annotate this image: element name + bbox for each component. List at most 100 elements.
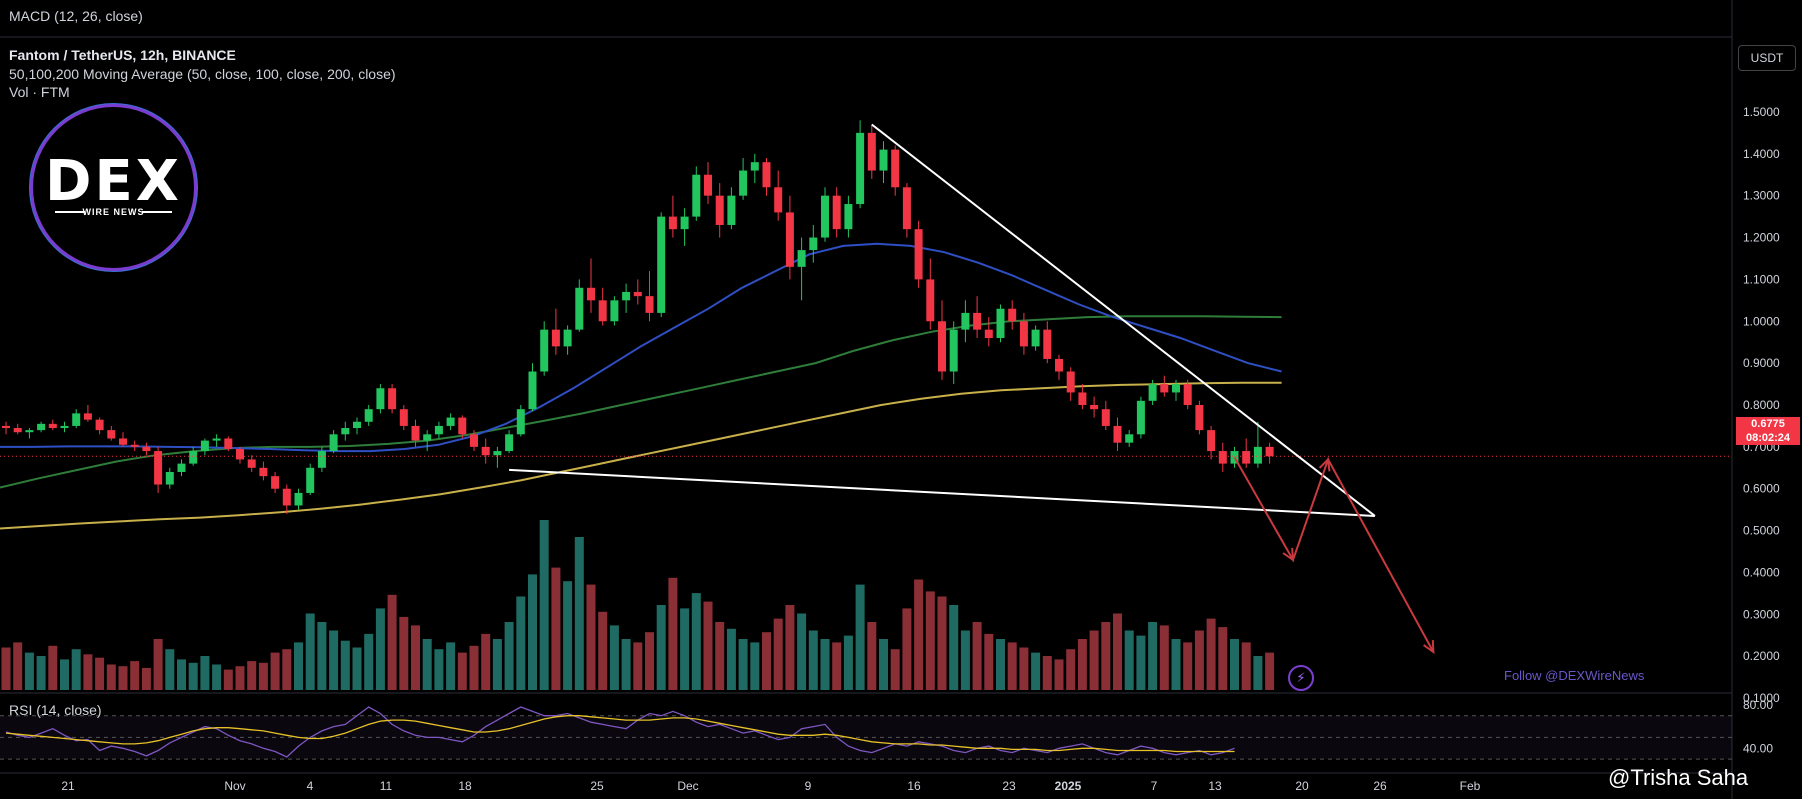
candle-body — [739, 170, 748, 196]
time-tick-label: 4 — [307, 779, 314, 793]
volume-bar — [551, 567, 561, 690]
candle-body — [493, 451, 502, 456]
volume-bar — [516, 596, 526, 690]
volume-bar — [879, 639, 888, 690]
candle-body — [341, 428, 350, 435]
volume-bar — [996, 639, 1005, 690]
volume-bar — [1, 647, 11, 690]
candle-body — [1183, 384, 1192, 405]
volume-bar — [960, 630, 970, 690]
candle-body — [95, 419, 104, 431]
candle-body — [1090, 405, 1099, 410]
volume-bar — [645, 632, 654, 690]
candle-body — [926, 279, 935, 322]
upper-trendline — [871, 123, 1376, 517]
candle-body — [914, 229, 923, 280]
candle-body — [563, 329, 572, 347]
price-tick-label: 1.1000 — [1743, 272, 1780, 286]
candle-body — [750, 162, 759, 171]
candle-body — [961, 312, 970, 330]
candle-body — [1101, 409, 1110, 426]
candle-body — [996, 308, 1005, 339]
candle-body — [797, 250, 806, 267]
volume-bar — [902, 608, 912, 690]
candle-body — [130, 444, 139, 447]
volume-bar — [563, 581, 573, 690]
volume-bar — [925, 591, 935, 690]
volume-bar — [340, 640, 350, 690]
currency-button[interactable]: USDT — [1738, 45, 1796, 71]
volume-bar — [633, 642, 643, 690]
candle-body — [879, 149, 888, 171]
volume-bar — [305, 613, 315, 690]
price-tick-label: 0.5000 — [1743, 524, 1780, 538]
ma50-line — [0, 242, 1282, 453]
volume-bar — [914, 579, 924, 690]
candle-body — [1008, 308, 1017, 322]
time-tick-label: 20 — [1295, 779, 1309, 793]
price-tick-label: 1.5000 — [1743, 105, 1780, 119]
candle-body — [72, 413, 81, 426]
candle-body — [762, 162, 771, 188]
ma-study-label[interactable]: 50,100,200 Moving Average (50, close, 10… — [9, 66, 396, 82]
time-tick-label: 26 — [1373, 779, 1387, 793]
candle-body — [282, 488, 291, 506]
candle-body — [610, 300, 619, 322]
candle-body — [399, 409, 408, 426]
volume-bar — [200, 656, 210, 690]
candle-body — [388, 388, 397, 410]
candle-body — [1195, 405, 1204, 431]
candle-body — [1019, 321, 1028, 347]
volume-bar — [609, 625, 619, 690]
volume-bar — [364, 633, 374, 690]
lightning-icon[interactable]: ⚡ — [1288, 665, 1314, 691]
volume-bar — [820, 639, 830, 690]
volume-bar — [1230, 639, 1239, 690]
logo-subtext: WIRE NEWS — [82, 207, 145, 217]
volume-bar — [785, 605, 795, 690]
candle-body — [1242, 451, 1251, 464]
candle-body — [844, 204, 853, 230]
volume-bar — [141, 667, 151, 690]
rsi-tick-label: 40.00 — [1743, 741, 1773, 755]
current-price-label: 0.6775 — [1736, 417, 1800, 431]
volume-bar — [1077, 639, 1087, 690]
candle-body — [540, 329, 549, 372]
volume-bar — [668, 577, 678, 690]
candle-body — [774, 187, 783, 213]
volume-bar — [1113, 613, 1122, 690]
symbol-title[interactable]: Fantom / TetherUS, 12h, BINANCE — [9, 47, 236, 63]
logo-bar-right — [142, 211, 172, 213]
candle-body — [668, 216, 677, 230]
volume-bar — [270, 652, 280, 690]
candle-body — [1066, 371, 1075, 393]
volume-bar — [949, 605, 959, 690]
candle-body — [154, 451, 163, 485]
candle-body — [938, 321, 946, 372]
candle-body — [177, 463, 186, 472]
volume-bar — [1136, 635, 1146, 690]
volume-bar — [750, 642, 760, 690]
time-tick-label: 9 — [805, 779, 812, 793]
volume-bar — [165, 649, 175, 690]
candle-body — [587, 287, 595, 301]
candle-body — [458, 417, 467, 435]
volume-bar — [539, 520, 549, 690]
volume-bar — [726, 628, 736, 690]
candle-body — [1207, 430, 1216, 452]
candle-body — [809, 237, 818, 251]
volume-bar — [60, 659, 69, 690]
volume-study-label[interactable]: Vol · FTM — [9, 84, 70, 100]
candle-body — [832, 195, 841, 230]
volume-bar — [1171, 639, 1181, 690]
candle-body — [622, 291, 631, 301]
volume-bar — [1206, 618, 1216, 690]
volume-bar — [691, 593, 701, 690]
volume-bar — [1054, 659, 1064, 690]
volume-bar — [574, 537, 584, 690]
candle-body — [727, 195, 736, 225]
candle-body — [516, 409, 525, 435]
volume-bar — [598, 611, 608, 690]
candle-body — [13, 428, 22, 433]
